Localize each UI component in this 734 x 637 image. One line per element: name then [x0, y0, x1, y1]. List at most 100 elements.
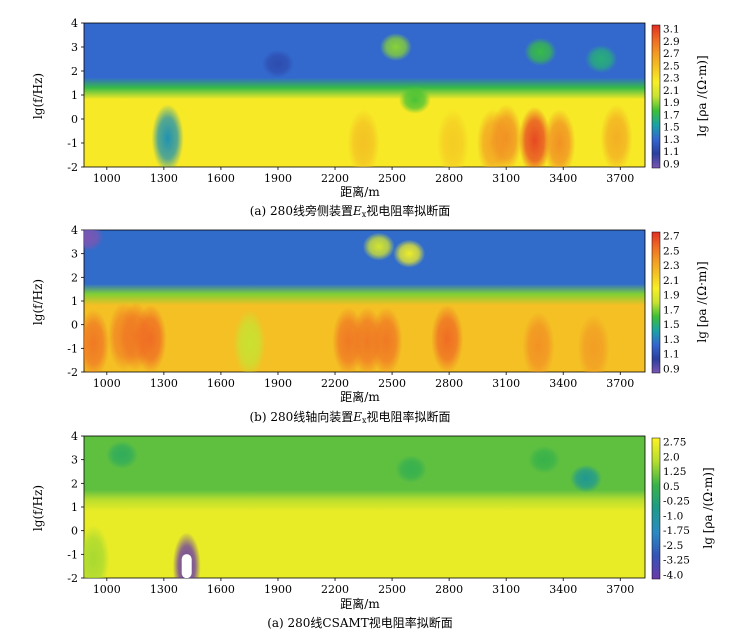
colorbar-tick-label: 2.3 — [663, 73, 680, 85]
x-tick-label: 1900 — [264, 583, 292, 596]
anomaly-core — [181, 554, 192, 578]
x-tick-label: 2500 — [378, 172, 406, 185]
colorbar-tick-label: 3.1 — [663, 24, 680, 36]
y-tick-label: -1 — [67, 342, 78, 355]
anomaly-blob — [393, 239, 426, 268]
x-tick-label: 3100 — [492, 377, 520, 390]
x-tick-label: 2800 — [435, 377, 463, 390]
x-tick-label: 1300 — [150, 583, 178, 596]
anomaly-blob — [151, 104, 184, 167]
x-tick-label: 1000 — [93, 583, 121, 596]
panel-b-y-ticks: -2 -1 0 1 2 3 4 — [67, 224, 84, 379]
colorbar-tick-label: 1.3 — [663, 134, 680, 146]
colorbar-tick-label: 1.3 — [663, 334, 680, 346]
colorbar-tick-label: 2.1 — [663, 275, 680, 287]
colorbar-tick-label: 0.5 — [663, 481, 680, 493]
panel-b-anomalies — [84, 230, 610, 372]
y-tick-label: 3 — [71, 454, 78, 467]
panel-b: 1000 1300 1600 1900 2200 2500 2800 3100 3400 3700… — [31, 224, 709, 425]
colorbar-tick-label: 2.3 — [663, 260, 680, 272]
x-tick-label: 1900 — [264, 172, 292, 185]
panel-a-xlabel: 距离/m — [340, 184, 380, 199]
colorbar-tick-label: 1.25 — [663, 466, 686, 478]
x-tick-label: 3100 — [492, 172, 520, 185]
anomaly-blob — [379, 33, 412, 61]
y-tick-label: 4 — [71, 430, 78, 443]
anomaly-blob — [362, 232, 395, 261]
panel-b-ylabel: lg(f/Hz) — [31, 279, 45, 325]
x-tick-label: 3400 — [549, 377, 577, 390]
anomaly-blob — [395, 455, 428, 484]
panel-a-colorbar: 3.12.92.72.52.32.11.91.71.51.31.10.9 — [651, 24, 680, 171]
panel-a-caption: (a) 280线旁侧装置Ex视电阻率拟断面 — [250, 203, 451, 219]
colorbar-tick-label: 1.7 — [663, 109, 680, 121]
anomaly-blob — [347, 109, 380, 167]
panel-a-y-ticks: -2 -1 0 1 2 3 4 — [67, 17, 84, 174]
anomaly-blob — [577, 314, 610, 372]
colorbar-tick-label: 2.5 — [663, 60, 680, 72]
anomaly-blob — [543, 109, 576, 167]
colorbar-tick-label: 2.7 — [663, 231, 680, 243]
colorbar-tick-label: 2.1 — [663, 85, 680, 97]
panel-b-colorbar: 2.7 2.5 2.3 2.1 1.9 1.7 1.5 1.3 1.1 0.9 — [651, 231, 680, 376]
panel-a-anomalies — [151, 33, 633, 167]
colorbar-tick-label: 1.5 — [663, 319, 680, 331]
y-tick-label: 1 — [71, 295, 78, 308]
colorbar-tick-label: 2.5 — [663, 245, 680, 257]
anomaly-blob — [585, 45, 618, 73]
x-tick-label: 2800 — [435, 172, 463, 185]
anomaly-blob — [134, 304, 167, 372]
panel-b-caption: (b) 280线轴向装置Ex视电阻率拟断面 — [249, 409, 450, 425]
colorbar-tick-label: 1.7 — [663, 304, 680, 316]
colorbar-tick-label: -1.0 — [663, 510, 683, 522]
y-tick-label: 0 — [71, 525, 78, 538]
anomaly-blob — [106, 440, 139, 469]
anomaly-blob — [570, 464, 603, 493]
anomaly-blob — [490, 104, 523, 167]
x-tick-label: 3400 — [549, 583, 577, 596]
colorbar-tick-label: 0.9 — [663, 364, 680, 376]
anomaly-blob — [84, 309, 110, 372]
panel-a-ylabel: lg(f/Hz) — [31, 73, 45, 119]
colorbar-tick-label: -1.75 — [663, 525, 690, 537]
colorbar-tick-label: 1.1 — [663, 349, 680, 361]
x-tick-label: 2800 — [435, 583, 463, 596]
anomaly-blob — [431, 304, 464, 372]
anomaly-blob — [436, 109, 469, 167]
x-tick-label: 2500 — [378, 377, 406, 390]
colorbar-tick-label: 2.75 — [663, 437, 686, 449]
y-tick-label: 3 — [71, 248, 78, 261]
anomaly-blob — [524, 37, 557, 66]
anomaly-blob — [600, 104, 633, 167]
colorbar-tick-label: 2.9 — [663, 36, 680, 48]
y-tick-label: 3 — [71, 41, 78, 54]
x-tick-label: 1600 — [207, 377, 235, 390]
x-tick-label: 2200 — [321, 583, 349, 596]
anomaly-blob — [528, 445, 561, 474]
anomaly-blob — [261, 49, 294, 78]
panel-c-caption: (a) 280线CSAMT视电阻率拟断面 — [267, 615, 453, 630]
panel-c-colorbar: 2.75 2.0 1.25 0.5 -0.25 -1.0 -1.75 -2.5 -3.25 -4.… — [651, 437, 690, 582]
colorbar-tick-label: 1.5 — [663, 122, 680, 134]
colorbar-tick-label: 1.9 — [663, 290, 680, 302]
panel-a-colorbar-label: lg [ρa /(Ω·m)] — [695, 55, 709, 136]
anomaly-blob — [84, 525, 110, 578]
x-tick-label: 1300 — [150, 172, 178, 185]
panel-c-xlabel: 距离/m — [340, 596, 380, 611]
colorbar-gradient — [651, 231, 661, 374]
colorbar-tick-label: 1.1 — [663, 146, 680, 158]
panel-b-x-ticks: 1000 1300 1600 1900 2200 2500 2800 3100 3400 3700 — [93, 372, 634, 390]
panel-c-anomalies — [84, 440, 603, 578]
colorbar-tick-label: -4.0 — [663, 570, 683, 582]
x-tick-label: 3700 — [606, 172, 634, 185]
panel-a-x-ticks: 1000 1300 1600 1900 2200 2500 2800 3100 3400 3700 — [93, 167, 634, 185]
colorbar-tick-label: -2.5 — [663, 540, 683, 552]
anomaly-blob — [370, 307, 403, 372]
panel-c: 1000 1300 1600 1900 2200 2500 2800 3100 3400 3700… — [31, 430, 715, 630]
y-tick-label: -2 — [67, 161, 78, 174]
y-tick-label: -2 — [67, 366, 78, 379]
x-tick-label: 3700 — [606, 583, 634, 596]
x-tick-label: 2500 — [378, 583, 406, 596]
y-tick-label: 1 — [71, 501, 78, 514]
colorbar-tick-label: -0.25 — [663, 496, 690, 508]
